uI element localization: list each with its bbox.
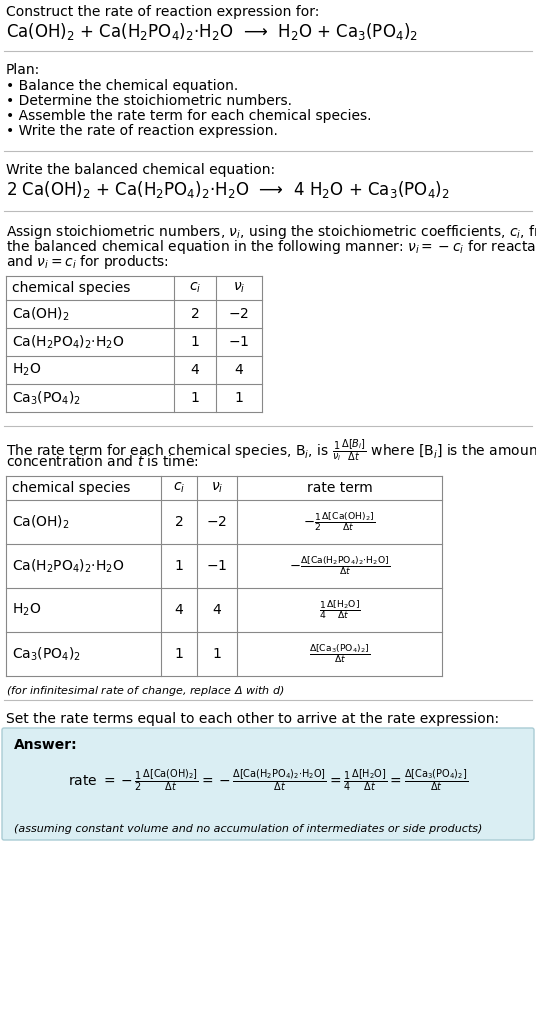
Text: 4: 4 [191, 363, 199, 377]
Text: Set the rate terms equal to each other to arrive at the rate expression:: Set the rate terms equal to each other t… [6, 712, 499, 725]
Text: $c_i$: $c_i$ [173, 481, 185, 495]
Text: Write the balanced chemical equation:: Write the balanced chemical equation: [6, 163, 275, 178]
Text: rate term: rate term [307, 481, 373, 495]
Text: 1: 1 [235, 391, 243, 405]
Text: the balanced chemical equation in the following manner: $\nu_i = -c_i$ for react: the balanced chemical equation in the fo… [6, 238, 536, 256]
Text: $\nu_i$: $\nu_i$ [233, 281, 245, 295]
Text: Construct the rate of reaction expression for:: Construct the rate of reaction expressio… [6, 5, 319, 19]
Text: 2 Ca(OH)$_2$ + Ca(H$_2$PO$_4$)$_2$·H$_2$O  ⟶  4 H$_2$O + Ca$_3$(PO$_4$)$_2$: 2 Ca(OH)$_2$ + Ca(H$_2$PO$_4$)$_2$·H$_2$… [6, 179, 450, 200]
Text: 4: 4 [235, 363, 243, 377]
Text: H$_2$O: H$_2$O [12, 602, 41, 618]
Text: $\frac{1}{4}\frac{\Delta[\mathrm{H_2O}]}{\Delta t}$: $\frac{1}{4}\frac{\Delta[\mathrm{H_2O}]}… [318, 599, 360, 621]
Text: 1: 1 [175, 647, 183, 662]
Text: and $\nu_i = c_i$ for products:: and $\nu_i = c_i$ for products: [6, 253, 169, 271]
Text: $c_i$: $c_i$ [189, 281, 201, 295]
Text: Ca$_3$(PO$_4$)$_2$: Ca$_3$(PO$_4$)$_2$ [12, 389, 81, 407]
Text: $-1$: $-1$ [206, 559, 228, 573]
Text: $-\frac{1}{2}\frac{\Delta[\mathrm{Ca(OH)_2}]}{\Delta t}$: $-\frac{1}{2}\frac{\Delta[\mathrm{Ca(OH)… [303, 511, 376, 534]
Text: The rate term for each chemical species, B$_i$, is $\frac{1}{\nu_i}\frac{\Delta[: The rate term for each chemical species,… [6, 438, 536, 464]
Text: rate $= -\frac{1}{2}\frac{\Delta[\mathrm{Ca(OH)_2}]}{\Delta t} = -\frac{\Delta[\: rate $= -\frac{1}{2}\frac{\Delta[\mathrm… [68, 767, 468, 793]
Text: Ca(H$_2$PO$_4$)$_2$·H$_2$O: Ca(H$_2$PO$_4$)$_2$·H$_2$O [12, 333, 124, 351]
Text: • Determine the stoichiometric numbers.: • Determine the stoichiometric numbers. [6, 94, 292, 108]
Text: • Assemble the rate term for each chemical species.: • Assemble the rate term for each chemic… [6, 109, 371, 123]
Text: $-\frac{\Delta[\mathrm{Ca(H_2PO_4)_2{\cdot}H_2O}]}{\Delta t}$: $-\frac{\Delta[\mathrm{Ca(H_2PO_4)_2{\cd… [289, 554, 390, 578]
Text: $-1$: $-1$ [228, 335, 250, 349]
Text: 2: 2 [175, 515, 183, 529]
Text: $-2$: $-2$ [228, 307, 249, 321]
Text: $\frac{\Delta[\mathrm{Ca_3(PO_4)_2}]}{\Delta t}$: $\frac{\Delta[\mathrm{Ca_3(PO_4)_2}]}{\D… [309, 643, 370, 666]
FancyBboxPatch shape [2, 728, 534, 840]
Text: H$_2$O: H$_2$O [12, 362, 41, 378]
Text: Answer:: Answer: [14, 738, 78, 752]
Text: (assuming constant volume and no accumulation of intermediates or side products): (assuming constant volume and no accumul… [14, 824, 482, 834]
Text: chemical species: chemical species [12, 481, 130, 495]
Text: (for infinitesimal rate of change, replace Δ with $d$): (for infinitesimal rate of change, repla… [6, 684, 285, 698]
Text: • Write the rate of reaction expression.: • Write the rate of reaction expression. [6, 124, 278, 138]
Text: 4: 4 [213, 603, 221, 617]
Text: chemical species: chemical species [12, 281, 130, 295]
Text: 1: 1 [175, 559, 183, 573]
Text: Plan:: Plan: [6, 63, 40, 77]
Text: 4: 4 [175, 603, 183, 617]
Text: $\nu_i$: $\nu_i$ [211, 481, 223, 495]
Text: Ca(OH)$_2$: Ca(OH)$_2$ [12, 513, 70, 530]
Text: 1: 1 [213, 647, 221, 662]
Text: 2: 2 [191, 307, 199, 321]
Text: concentration and $t$ is time:: concentration and $t$ is time: [6, 454, 199, 469]
Text: Ca$_3$(PO$_4$)$_2$: Ca$_3$(PO$_4$)$_2$ [12, 645, 81, 663]
Text: Ca(OH)$_2$ + Ca(H$_2$PO$_4$)$_2$·H$_2$O  ⟶  H$_2$O + Ca$_3$(PO$_4$)$_2$: Ca(OH)$_2$ + Ca(H$_2$PO$_4$)$_2$·H$_2$O … [6, 21, 418, 42]
Text: $-2$: $-2$ [206, 515, 227, 529]
Text: Assign stoichiometric numbers, $\nu_i$, using the stoichiometric coefficients, $: Assign stoichiometric numbers, $\nu_i$, … [6, 223, 536, 241]
Text: 1: 1 [191, 335, 199, 349]
Text: • Balance the chemical equation.: • Balance the chemical equation. [6, 79, 238, 93]
Text: Ca(H$_2$PO$_4$)$_2$·H$_2$O: Ca(H$_2$PO$_4$)$_2$·H$_2$O [12, 557, 124, 575]
Text: 1: 1 [191, 391, 199, 405]
Text: Ca(OH)$_2$: Ca(OH)$_2$ [12, 305, 70, 323]
